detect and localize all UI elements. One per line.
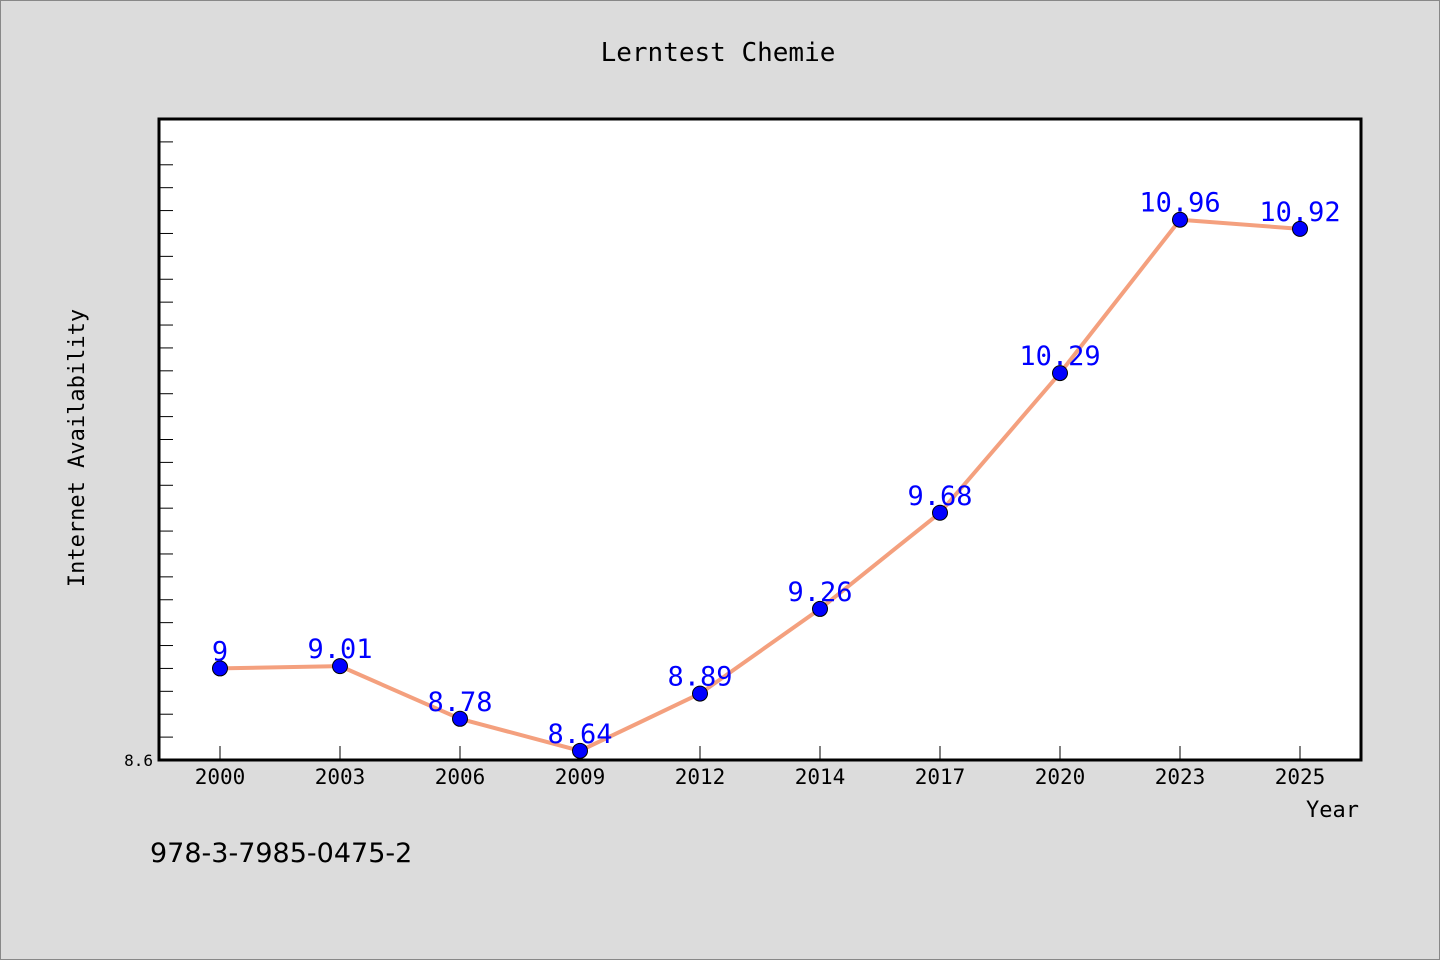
data-label: 9.01 (307, 634, 372, 665)
data-label: 9 (212, 636, 228, 667)
data-label: 10.96 (1139, 188, 1220, 219)
x-axis-label: Year (1306, 798, 1359, 823)
isbn-text: 978-3-7985-0475-2 (150, 838, 412, 869)
y-axis-ticks: 8.6 (124, 118, 173, 770)
x-tick-label: 2009 (555, 765, 606, 789)
series-line (218, 217, 1302, 753)
data-label: 8.64 (547, 719, 612, 750)
x-tick-label: 2000 (195, 765, 246, 789)
data-label: 9.26 (787, 577, 852, 608)
series-layer: 9 9.01 8.78 8.64 8.89 9.26 9.68 10.29 10.96 10.92 (212, 188, 1341, 759)
data-point (812, 600, 828, 617)
x-tick-label: 2020 (1035, 765, 1086, 789)
chart-title: Lerntest Chemie (601, 38, 836, 68)
data-point (452, 710, 468, 727)
x-tick-label: 2025 (1275, 765, 1326, 789)
data-point (1052, 365, 1068, 382)
data-label: 8.89 (667, 662, 732, 693)
data-point (932, 504, 948, 521)
data-point (692, 685, 708, 702)
y-axis-label: Internet Availability (65, 309, 90, 587)
x-tick-label: 2017 (915, 765, 966, 789)
y-tick-label: 8.6 (124, 751, 153, 770)
data-point (332, 658, 348, 675)
data-point (1292, 220, 1308, 237)
x-tick-label: 2023 (1155, 765, 1206, 789)
data-label: 10.92 (1259, 197, 1340, 228)
x-tick-label: 2012 (675, 765, 726, 789)
x-tick-label: 2003 (315, 765, 366, 789)
data-label: 10.29 (1019, 341, 1100, 372)
x-tick-label: 2014 (795, 765, 846, 789)
data-label: 9.68 (907, 481, 972, 512)
data-point (212, 660, 228, 677)
x-axis-ticks: 2000 2003 2006 2009 2012 2014 2017 2020 2023 2025 (195, 746, 1326, 789)
data-label: 8.78 (427, 687, 492, 718)
data-point (572, 742, 588, 759)
data-point (1172, 211, 1188, 228)
x-tick-label: 2006 (435, 765, 486, 789)
